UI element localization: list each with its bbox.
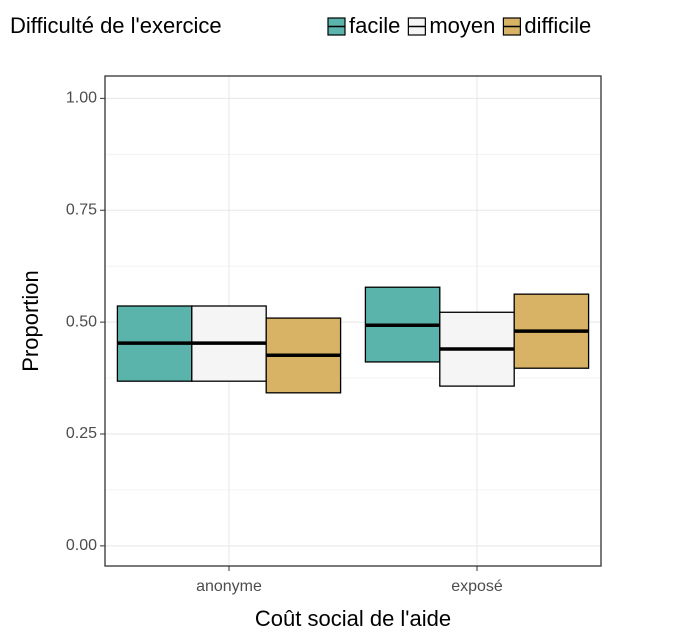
x-axis-title: Coût social de l'aide [255,606,451,631]
legend-label: difficile [524,13,591,38]
legend-label: moyen [429,13,495,38]
y-tick-label: 0.75 [66,201,97,218]
y-axis-title: Proportion [18,270,43,372]
y-tick-label: 1.00 [66,90,97,107]
y-tick-label: 0.25 [66,425,97,442]
legend-label: facile [349,13,400,38]
x-tick-label: exposé [451,578,503,595]
legend-item: facile [327,13,400,38]
legend-item: moyen [407,13,495,38]
legend-title: Difficulté de l'exercice [10,13,222,38]
x-tick-label: anonyme [196,578,262,595]
y-tick-label: 0.50 [66,313,97,330]
y-tick-label: 0.00 [66,537,97,554]
legend-item: difficile [502,13,591,38]
panel-border [104,75,602,567]
